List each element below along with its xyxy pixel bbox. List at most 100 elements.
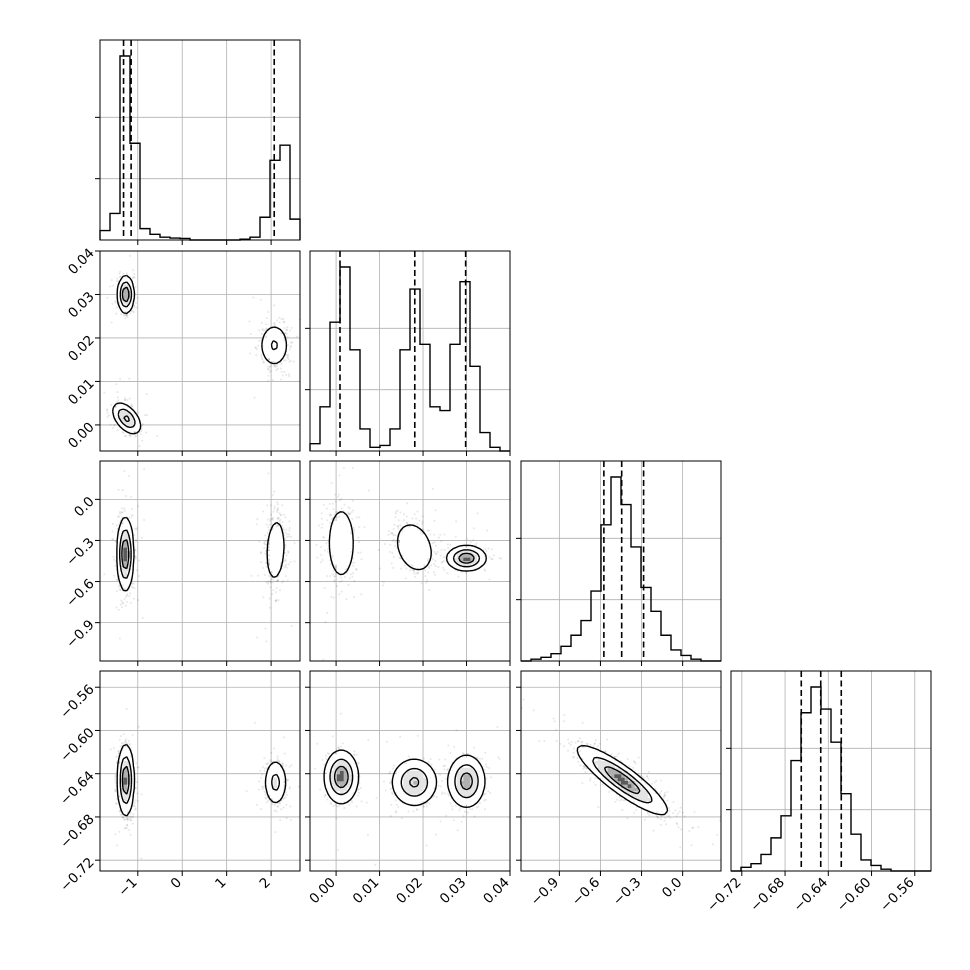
- sample-point: [421, 520, 424, 523]
- density-cell: [340, 514, 344, 518]
- density-cell: [276, 557, 281, 562]
- density-cell: [340, 561, 344, 565]
- sample-point: [417, 571, 420, 574]
- sample-point: [347, 511, 350, 514]
- sample-point: [273, 322, 276, 325]
- sample-point: [409, 569, 412, 572]
- density-cell: [400, 544, 404, 548]
- density-cell: [400, 534, 404, 538]
- sample-point: [279, 819, 282, 822]
- density-cell: [266, 334, 271, 338]
- sample-point: [284, 575, 288, 578]
- sample-point: [129, 812, 132, 815]
- sample-point: [124, 604, 127, 607]
- sample-point: [288, 765, 291, 768]
- sample-point: [351, 575, 354, 578]
- sample-point: [353, 561, 356, 564]
- sample-point: [245, 790, 248, 793]
- density-cell: [276, 561, 281, 565]
- sample-point: [274, 599, 277, 602]
- scatter-panel-1-3: −0.9−0.6−0.30.0: [63, 460, 301, 666]
- sample-point: [340, 497, 343, 501]
- density-cell: [333, 537, 337, 542]
- density-cell: [346, 527, 351, 532]
- density-cell: [403, 551, 407, 555]
- sample-point: [134, 808, 137, 811]
- sample-point: [484, 547, 487, 550]
- contour-lines: [116, 516, 285, 592]
- sample-point: [105, 409, 108, 412]
- sample-point: [394, 512, 397, 515]
- density-cell: [123, 521, 127, 525]
- sample-point: [124, 434, 127, 437]
- sample-point: [112, 424, 116, 427]
- density-cell: [270, 354, 274, 358]
- sample-point: [262, 360, 265, 363]
- sample-point: [287, 373, 290, 376]
- histogram-panel-2: [305, 250, 511, 456]
- density-cell: [403, 541, 407, 545]
- sample-point: [131, 277, 134, 280]
- density-cell: [343, 557, 347, 562]
- sample-point: [128, 828, 131, 832]
- contour-level: [117, 281, 278, 429]
- density-cell: [343, 554, 347, 558]
- y-tick-label: 0.00: [65, 419, 98, 452]
- sample-point: [106, 296, 109, 299]
- sample-point: [421, 515, 424, 518]
- density-cell: [416, 544, 421, 548]
- density-cell: [270, 564, 274, 568]
- histogram-panel-1: [95, 39, 301, 245]
- density-cell: [423, 537, 427, 542]
- sample-point: [145, 392, 148, 396]
- sample-point: [112, 538, 115, 541]
- density-cell: [413, 557, 417, 562]
- sample-point: [132, 276, 135, 279]
- density-cell: [336, 557, 341, 562]
- panel-frame: [730, 670, 932, 872]
- sample-point: [115, 590, 118, 593]
- density-cell: [406, 551, 411, 555]
- sample-point: [442, 566, 445, 569]
- sample-point: [115, 306, 118, 309]
- sample-point: [129, 312, 132, 315]
- sample-point: [283, 752, 286, 755]
- density-cell: [273, 541, 277, 545]
- sample-point: [268, 575, 271, 578]
- sample-point: [267, 358, 270, 361]
- sample-point: [288, 360, 291, 363]
- sample-point: [434, 509, 437, 512]
- sample-point: [124, 738, 127, 741]
- sample-point: [289, 345, 293, 348]
- sample-point: [392, 555, 396, 559]
- sample-point: [275, 510, 279, 514]
- sample-point: [134, 302, 138, 305]
- sample-point: [140, 793, 143, 796]
- density-cell: [270, 561, 274, 565]
- density-cell: [423, 561, 427, 565]
- sample-point: [121, 606, 124, 609]
- density-cell: [263, 337, 267, 342]
- sample-point: [115, 401, 118, 404]
- density-cell: [400, 547, 404, 552]
- density-cell: [280, 544, 284, 548]
- density-cell: [130, 424, 134, 428]
- density-cell: [413, 531, 417, 535]
- sample-point: [144, 414, 147, 417]
- density-cell: [123, 294, 127, 298]
- density-cell: [270, 554, 274, 558]
- sample-point: [284, 331, 287, 335]
- sample-point: [137, 411, 140, 414]
- density-cell: [340, 527, 344, 532]
- sample-point: [286, 579, 289, 582]
- sample-point: [119, 603, 122, 606]
- sample-point: [402, 513, 405, 516]
- sample-point: [394, 515, 397, 519]
- density-cell: [273, 534, 277, 538]
- density-cell: [263, 344, 267, 348]
- sample-point: [289, 535, 293, 538]
- density-cell: [263, 351, 267, 355]
- sample-point: [273, 507, 276, 510]
- sample-point: [290, 624, 293, 628]
